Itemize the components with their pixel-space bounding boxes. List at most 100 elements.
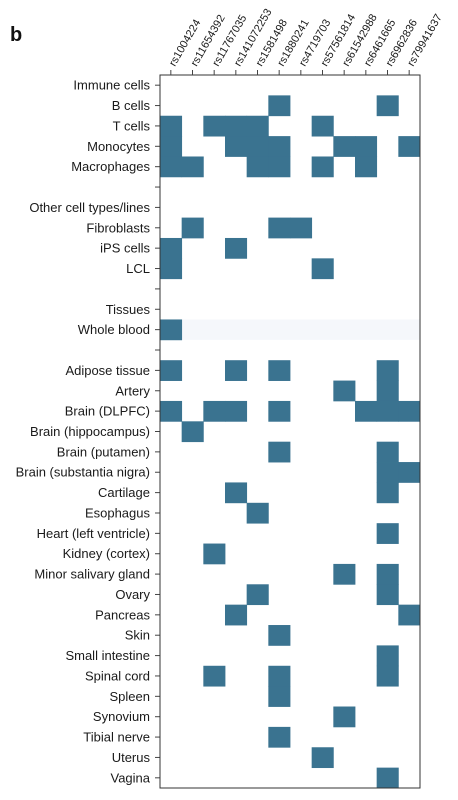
heatmap-cell	[398, 400, 421, 422]
heatmap-cell	[268, 441, 291, 463]
row-label: Brain (substantia nigra)	[16, 465, 150, 480]
heatmap-cell	[246, 584, 269, 606]
heatmap-cell	[311, 747, 334, 769]
heatmap-cell	[203, 400, 226, 422]
heatmap-cell	[311, 115, 334, 137]
heatmap-cell	[203, 543, 226, 565]
heatmap-cell	[160, 319, 183, 341]
heatmap-cell	[268, 217, 291, 239]
heatmap-cell	[225, 115, 248, 137]
row-label: Ovary	[115, 587, 150, 602]
panel-label: b	[10, 24, 23, 46]
row-band	[160, 319, 420, 340]
heatmap-cell	[311, 258, 334, 280]
heatmap-cell	[355, 156, 378, 178]
heatmap-cell	[355, 136, 378, 157]
row-label: T cells	[113, 118, 151, 133]
row-label: Adipose tissue	[65, 363, 150, 378]
heatmap-cell	[398, 462, 421, 483]
heatmap-cell	[246, 502, 269, 524]
heatmap-cell	[181, 421, 204, 443]
heatmap-cell	[246, 156, 269, 178]
row-label: B cells	[112, 98, 151, 113]
heatmap-cell	[333, 563, 356, 585]
heatmap-cell	[268, 360, 291, 381]
heatmap-cell	[290, 217, 313, 239]
heatmap-cell	[376, 645, 399, 667]
row-label: Other cell types/lines	[29, 200, 150, 215]
heatmap-cell	[268, 156, 291, 178]
heatmap-cell	[268, 625, 291, 646]
heatmap-cell	[268, 726, 291, 748]
heatmap-cell	[268, 136, 291, 157]
row-label: Tissues	[106, 302, 151, 317]
heatmap-cell	[376, 462, 399, 483]
heatmap-cell	[268, 95, 291, 117]
row-label: iPS cells	[100, 241, 150, 256]
heatmap-cell	[225, 237, 248, 259]
row-label: Brain (DLPFC)	[65, 404, 150, 419]
heatmap-cell	[268, 400, 291, 422]
heatmap-cell	[398, 136, 421, 157]
heatmap-cell	[376, 665, 399, 687]
heatmap-cell	[376, 400, 399, 422]
heatmap-cell	[181, 156, 204, 178]
heatmap-cell	[203, 115, 226, 137]
heatmap-cell	[160, 237, 183, 259]
row-label: LCL	[126, 261, 150, 276]
heatmap-cell	[225, 136, 248, 157]
row-label: Kidney (cortex)	[63, 546, 150, 561]
heatmap-cell	[225, 482, 248, 504]
heatmap-cell	[376, 767, 399, 789]
heatmap-cell	[160, 400, 183, 422]
heatmap-cell	[376, 360, 399, 381]
heatmap-cell	[225, 400, 248, 422]
heatmap-cell	[333, 136, 356, 157]
row-label: Immune cells	[73, 78, 150, 93]
row-label: Vagina	[110, 770, 150, 785]
heatmap-cell	[203, 665, 226, 687]
row-label: Pancreas	[95, 607, 150, 622]
heatmap-cell	[376, 563, 399, 585]
heatmap-cell	[246, 136, 269, 157]
heatmap-cell	[398, 604, 421, 626]
row-label: Uterus	[112, 750, 151, 765]
heatmap-cell	[160, 360, 183, 381]
row-label: Small intestine	[65, 648, 150, 663]
row-label: Skin	[125, 628, 150, 643]
heatmap-cell	[160, 115, 183, 137]
heatmap-cell	[246, 115, 269, 137]
heatmap-cell	[160, 136, 183, 157]
heatmap-cell	[355, 400, 378, 422]
row-label: Tibial nerve	[83, 730, 150, 745]
heatmap-cell	[225, 604, 248, 626]
row-label: Esophagus	[85, 505, 151, 520]
heatmap-cell	[333, 380, 356, 402]
row-label: Macrophages	[71, 159, 150, 174]
row-label: Fibroblasts	[86, 220, 150, 235]
row-label: Synovium	[93, 709, 150, 724]
row-label: Brain (putamen)	[57, 444, 150, 459]
row-label: Spleen	[110, 689, 150, 704]
heatmap-cell	[268, 686, 291, 707]
row-label: Heart (left ventricle)	[37, 526, 150, 541]
row-label: Spinal cord	[85, 668, 150, 683]
heatmap-cell	[376, 95, 399, 117]
heatmap-cell	[333, 706, 356, 728]
heatmap-cell	[376, 441, 399, 463]
heatmap-cell	[376, 380, 399, 402]
row-label: Artery	[115, 383, 150, 398]
row-label: Brain (hippocampus)	[30, 424, 150, 439]
heatmap-cell	[268, 665, 291, 687]
row-label: Cartilage	[98, 485, 150, 500]
heatmap-cell	[160, 258, 183, 280]
heatmap-cell	[160, 156, 183, 178]
heatmap-cell	[376, 523, 399, 544]
heatmap-cell	[181, 217, 204, 239]
plot-frame	[159, 74, 421, 789]
heatmap-cell	[225, 360, 248, 381]
heatmap-cell	[376, 482, 399, 504]
heatmap-cell	[311, 156, 334, 178]
heatmap-cell	[376, 584, 399, 606]
